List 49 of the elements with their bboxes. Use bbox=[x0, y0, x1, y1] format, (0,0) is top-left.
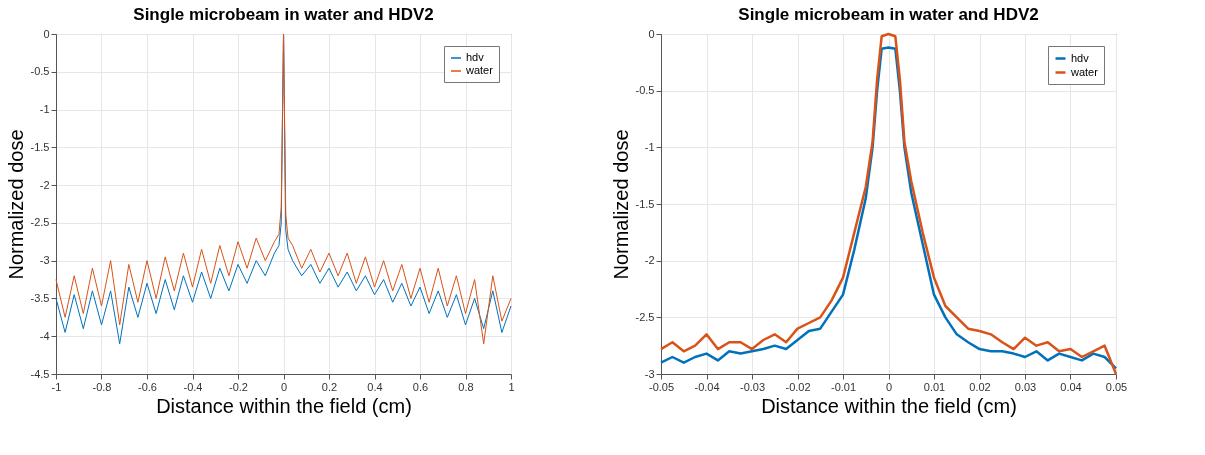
x-axis-title: Distance within the field (cm) bbox=[156, 394, 412, 417]
x-tick-label: -0.6 bbox=[138, 380, 157, 393]
y-tick-label: -2 bbox=[644, 254, 655, 267]
x-tick-label: -0.4 bbox=[183, 380, 203, 393]
y-tick-label: -3 bbox=[644, 367, 655, 380]
legend-label: hdv bbox=[1071, 51, 1090, 64]
x-tick-label: -0.05 bbox=[648, 380, 675, 393]
legend-label: water bbox=[1070, 65, 1099, 78]
x-tick-label: 0.02 bbox=[969, 380, 991, 393]
x-tick-label: -0.2 bbox=[229, 380, 248, 393]
x-tick-label: -0.03 bbox=[739, 380, 766, 393]
y-tick-label: -2 bbox=[39, 178, 50, 191]
x-tick-label: 0.2 bbox=[321, 380, 338, 393]
x-tick-label: -1 bbox=[51, 380, 62, 393]
legend-label: hdv bbox=[466, 51, 485, 63]
y-tick-label: -0.5 bbox=[635, 84, 655, 97]
x-tick-label: -0.8 bbox=[92, 380, 112, 393]
x-tick-label: 0.6 bbox=[412, 380, 429, 393]
y-tick-label: 0 bbox=[43, 27, 50, 40]
y-tick-label: -1.5 bbox=[635, 197, 655, 210]
x-tick-label: 0.4 bbox=[367, 380, 383, 393]
x-axis-title: Distance within the field (cm) bbox=[761, 394, 1017, 417]
y-tick-label: -2.5 bbox=[30, 216, 50, 229]
x-tick-label: 0.01 bbox=[923, 380, 946, 393]
x-tick-label: 0.8 bbox=[458, 380, 474, 393]
y-axis-title: Normalized dose bbox=[4, 129, 27, 280]
y-tick-label: -3.5 bbox=[30, 291, 50, 304]
x-tick-label: 0.04 bbox=[1060, 380, 1082, 393]
y-tick-label: -1 bbox=[39, 103, 50, 116]
chart-title: Single microbeam in water and HDV2 bbox=[738, 5, 1039, 24]
legend-label: water bbox=[465, 64, 494, 76]
x-tick-label: 0 bbox=[280, 380, 288, 393]
x-tick-label: -0.02 bbox=[785, 380, 811, 393]
x-tick-label: -0.04 bbox=[694, 380, 720, 393]
y-tick-label: -4.5 bbox=[30, 367, 50, 380]
y-tick-label: 0 bbox=[648, 27, 655, 40]
y-tick-label: -4 bbox=[39, 329, 50, 342]
y-tick-label: -1.5 bbox=[30, 140, 50, 153]
x-tick-label: -0.01 bbox=[830, 380, 857, 393]
x-tick-label: 0.03 bbox=[1014, 380, 1037, 393]
y-tick-label: -1 bbox=[644, 140, 655, 153]
y-tick-label: -2.5 bbox=[635, 310, 655, 323]
chart-title: Single microbeam in water and HDV2 bbox=[133, 5, 434, 24]
x-tick-label: 0 bbox=[885, 380, 893, 393]
y-tick-label: -3 bbox=[39, 254, 50, 267]
y-axis-title: Normalized dose bbox=[609, 129, 632, 280]
y-tick-label: -0.5 bbox=[30, 65, 50, 78]
x-tick-label: 0.05 bbox=[1105, 380, 1128, 393]
x-tick-label: 1 bbox=[508, 380, 515, 393]
